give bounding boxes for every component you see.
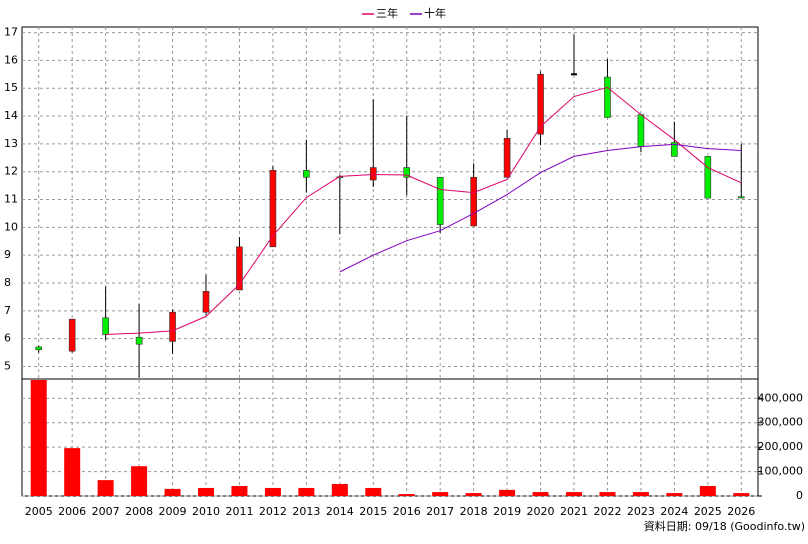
candle-body	[303, 170, 310, 178]
x-tick-label: 2024	[660, 505, 688, 518]
volume-bar	[666, 493, 683, 496]
volume-bar	[164, 488, 181, 496]
volume-bar	[632, 492, 649, 496]
volume-bar	[331, 484, 348, 496]
x-tick-label: 2019	[493, 505, 521, 518]
volume-bar	[131, 466, 148, 496]
x-tick-label: 2022	[593, 505, 621, 518]
y-tick-label: 5	[4, 359, 11, 372]
y2-tick-label: 400,000	[758, 391, 804, 404]
x-tick-label: 2011	[225, 505, 253, 518]
volume-bar	[465, 493, 482, 496]
y-tick-label: 6	[4, 332, 11, 345]
candle-body	[503, 138, 511, 178]
plot-frame	[21, 26, 759, 497]
x-tick-label: 2013	[292, 505, 320, 518]
candle-body	[671, 142, 678, 157]
candle-body	[604, 76, 611, 118]
y-tick-label: 7	[4, 304, 11, 317]
y2-tick-label: 0	[796, 489, 803, 502]
x-tick-label: 2023	[627, 505, 655, 518]
x-tick-label: 2012	[259, 505, 287, 518]
candle-body	[403, 167, 411, 178]
candle-body	[704, 156, 712, 199]
x-tick-label: 2017	[426, 505, 454, 518]
x-tick-label: 2008	[125, 505, 153, 518]
y-tick-label: 13	[4, 137, 18, 150]
x-tick-label: 2007	[92, 505, 120, 518]
y-tick-label: 11	[4, 193, 18, 206]
x-tick-label: 2010	[192, 505, 220, 518]
candle-body	[537, 74, 544, 135]
volume-bar	[298, 487, 315, 496]
volume-bar	[64, 448, 81, 496]
x-tick-label: 2015	[359, 505, 387, 518]
y-tick-label: 10	[4, 220, 18, 233]
volume-bar	[566, 492, 582, 496]
x-tick-label: 2020	[527, 505, 555, 518]
candle-body	[135, 336, 143, 345]
volume-bar	[699, 485, 716, 496]
candle-body	[102, 317, 109, 335]
candle-body	[169, 311, 176, 342]
candle-body	[436, 176, 444, 225]
candle-body	[236, 246, 243, 291]
volume-bar	[231, 485, 248, 496]
candle-body	[269, 170, 277, 248]
x-tick-label: 2018	[460, 505, 488, 518]
candle-body	[470, 176, 477, 227]
candle-body	[202, 291, 210, 313]
volume-bar	[97, 480, 114, 496]
volume-bar	[532, 492, 549, 496]
footer: 資料日期: 09/18 (Goodinfo.tw)	[644, 519, 805, 533]
x-tick-label: 2016	[393, 505, 421, 518]
y-tick-label: 14	[4, 109, 18, 122]
volume-bar	[733, 493, 750, 496]
candle-body	[637, 114, 645, 147]
volume-bar	[398, 494, 415, 496]
volume-bar	[264, 487, 281, 496]
ma-line	[339, 143, 742, 273]
y-tick-label: 8	[4, 276, 11, 289]
x-tick-label: 2025	[694, 505, 722, 518]
volume-bar	[499, 489, 516, 496]
legend-label: 十年	[424, 6, 446, 20]
y2-tick-label: 300,000	[758, 416, 804, 429]
y2-tick-label: 200,000	[758, 440, 804, 453]
candle-body	[737, 196, 745, 199]
ma-line	[105, 86, 742, 335]
candle-body	[68, 318, 76, 352]
volume-bar	[432, 492, 449, 496]
x-tick-label: 2021	[560, 505, 588, 518]
y-tick-label: 9	[4, 248, 11, 261]
volume-bar	[599, 492, 616, 496]
x-tick-label: 2006	[58, 505, 86, 518]
x-tick-label: 2014	[326, 505, 354, 518]
y-tick-label: 17	[4, 26, 18, 39]
x-tick-label: 2026	[727, 505, 755, 518]
y-tick-label: 15	[4, 81, 18, 94]
x-tick-label: 2005	[25, 505, 53, 518]
legend-label: 三年	[376, 6, 398, 20]
volume-bar	[365, 487, 382, 496]
y-tick-label: 16	[4, 53, 18, 66]
y-tick-label: 12	[4, 165, 18, 178]
volume-bar	[198, 487, 214, 496]
y2-tick-label: 100,000	[758, 465, 804, 478]
x-tick-label: 2009	[159, 505, 187, 518]
candle-body	[35, 346, 43, 351]
candle-body	[369, 167, 377, 181]
volume-bar	[30, 380, 47, 496]
